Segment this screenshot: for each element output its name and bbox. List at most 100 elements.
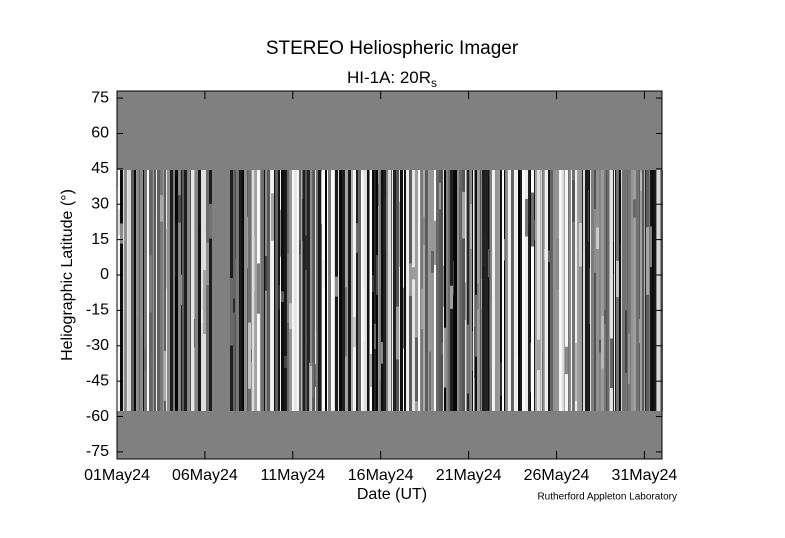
image-stripe (201, 170, 203, 411)
image-stripe (543, 170, 544, 411)
image-speckle (588, 189, 589, 243)
image-stripe (544, 170, 545, 411)
image-speckle (201, 309, 203, 324)
image-stripe (517, 170, 518, 411)
image-stripe (604, 170, 606, 411)
image-speckle (548, 250, 550, 263)
image-stripe (175, 170, 178, 411)
image-stripe (271, 170, 274, 411)
image-speckle (462, 191, 465, 239)
image-stripe (582, 170, 583, 411)
image-stripe (530, 170, 531, 411)
image-stripe (128, 170, 131, 411)
image-stripe (505, 170, 506, 411)
image-stripe (124, 170, 127, 411)
image-stripe (281, 170, 284, 411)
y-tick-label: -15 (86, 302, 109, 319)
image-speckle (542, 351, 543, 411)
y-tick-label: 0 (100, 266, 109, 283)
image-stripe (163, 170, 164, 411)
image-stripe (594, 170, 596, 411)
image-stripe (609, 170, 610, 411)
image-stripe (652, 170, 654, 411)
image-stripe (423, 170, 425, 411)
image-speckle (166, 229, 167, 289)
image-stripe (264, 170, 265, 411)
image-stripe (457, 170, 459, 411)
image-stripe (599, 170, 601, 411)
image-speckle (310, 366, 312, 411)
image-stripe (369, 170, 370, 411)
image-stripe (631, 170, 633, 411)
image-speckle (579, 223, 582, 267)
image-stripe (625, 170, 627, 411)
image-stripe (334, 170, 335, 411)
image-stripe (392, 170, 393, 411)
image-stripe (374, 170, 376, 411)
image-stripe (170, 170, 173, 411)
image-speckle (248, 322, 251, 389)
image-stripe (591, 170, 594, 411)
image-speckle (235, 259, 236, 314)
image-stripe (247, 170, 248, 411)
image-stripe (198, 170, 201, 411)
image-stripe (418, 170, 420, 411)
image-stripe (654, 170, 656, 411)
image-speckle (287, 253, 289, 323)
image-stripe (480, 170, 481, 411)
image-stripe (140, 170, 143, 411)
image-speckle (604, 309, 606, 324)
image-stripe (606, 170, 607, 411)
image-stripe (381, 170, 383, 411)
image-stripe (615, 170, 616, 411)
image-stripe (462, 170, 465, 411)
image-stripe (556, 170, 559, 411)
image-stripe (292, 170, 294, 411)
image-stripe (412, 170, 415, 411)
image-stripe (243, 170, 244, 411)
image-stripe (528, 170, 530, 411)
image-stripe (404, 170, 406, 411)
image-stripe (275, 170, 278, 411)
image-stripe (184, 170, 187, 411)
image-stripe (134, 170, 136, 411)
image-stripe (640, 170, 642, 411)
image-stripe (472, 170, 473, 411)
image-stripe (289, 170, 292, 411)
x-tick-label: 11May24 (260, 467, 325, 484)
image-stripe (579, 170, 582, 411)
y-tick-label: 15 (91, 231, 109, 248)
image-stripe (301, 170, 302, 411)
image-stripe (585, 170, 588, 411)
x-tick-label: 16May24 (348, 467, 414, 484)
image-stripe (252, 170, 254, 411)
image-speckle (453, 260, 454, 296)
image-stripe (628, 170, 630, 411)
image-stripe (639, 170, 640, 411)
image-stripe (348, 170, 351, 411)
image-stripe (327, 170, 328, 411)
image-speckle (415, 337, 418, 402)
image-stripe (434, 170, 436, 411)
image-stripe (280, 170, 281, 411)
image-stripe (545, 170, 548, 411)
image (117, 91, 663, 459)
image-stripe (322, 170, 325, 411)
image-speckle (379, 362, 381, 381)
image-speckle (149, 255, 152, 313)
image-stripe (156, 170, 157, 411)
image-stripe (540, 170, 541, 411)
image-speckle (423, 216, 425, 245)
image-stripe (565, 170, 568, 411)
image-stripe (136, 170, 137, 411)
image-stripe (583, 170, 585, 411)
image-stripe (479, 170, 480, 411)
image-speckle (613, 241, 614, 274)
image-stripe (367, 170, 369, 411)
x-axis-label: Date (UT) (357, 486, 427, 503)
image-speckle (628, 333, 630, 384)
image-stripe (500, 170, 502, 411)
image-stripe (446, 170, 448, 411)
image-speckle (321, 170, 322, 224)
image-stripe (240, 170, 241, 411)
